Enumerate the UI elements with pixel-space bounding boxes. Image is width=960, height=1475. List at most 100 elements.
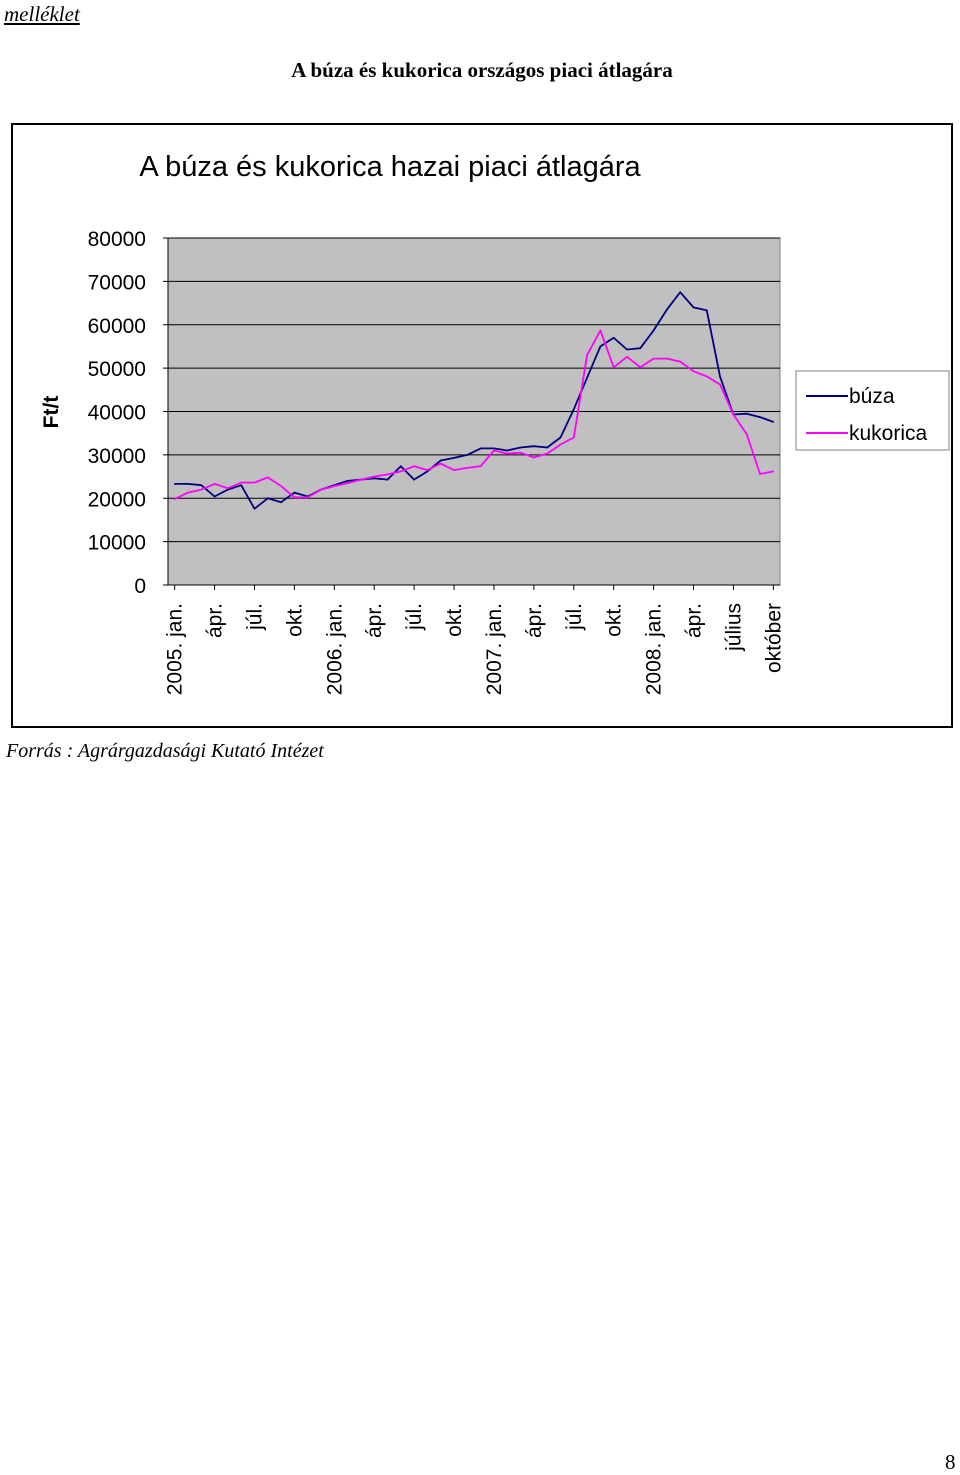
data-point <box>519 446 522 449</box>
data-point <box>559 436 562 439</box>
data-point <box>280 485 282 487</box>
data-point <box>692 306 695 309</box>
chart-title: A búza és kukorica hazai piaci átlagára <box>139 151 641 183</box>
data-point <box>293 491 296 494</box>
data-point <box>213 483 216 485</box>
y-tick-label: 10000 <box>88 532 146 555</box>
data-point <box>759 416 761 418</box>
data-point <box>373 477 376 480</box>
data-point <box>413 478 415 481</box>
legend-label: kukorica <box>849 422 928 445</box>
y-tick-label: 80000 <box>88 228 146 251</box>
x-tick-label: 2006. jan. <box>323 603 346 695</box>
data-point <box>599 345 602 348</box>
page-number: 8 <box>945 1450 956 1474</box>
data-point <box>546 446 548 449</box>
data-point <box>386 478 389 481</box>
data-point <box>360 478 362 481</box>
data-point <box>706 375 708 378</box>
y-tick-label: 70000 <box>88 271 146 294</box>
x-tick-label: ápr. <box>204 603 227 638</box>
series-line-kukorica <box>174 329 774 500</box>
line-chart: A búza és kukorica hazai piaci átlagára … <box>40 151 950 695</box>
data-point <box>439 459 442 462</box>
data-point <box>573 408 575 411</box>
data-point <box>692 370 695 372</box>
data-point <box>373 475 376 478</box>
data-point <box>227 488 229 491</box>
data-point <box>626 348 628 351</box>
data-point <box>187 491 189 494</box>
data-point <box>493 449 495 452</box>
x-tick-label: ápr. <box>683 603 706 638</box>
data-point <box>227 487 229 490</box>
data-point <box>533 456 535 459</box>
data-point <box>320 488 322 491</box>
series-line-buza <box>174 291 774 510</box>
y-tick-label: 50000 <box>88 358 146 381</box>
y-tick-label: 40000 <box>88 402 146 425</box>
legend: búza kukorica <box>795 370 950 451</box>
data-point <box>267 476 269 479</box>
data-point <box>479 447 482 450</box>
data-point <box>346 480 349 482</box>
data-point <box>732 413 735 416</box>
data-point <box>666 357 668 360</box>
data-point <box>173 483 176 485</box>
data-point <box>493 447 495 450</box>
data-point <box>466 467 469 469</box>
data-point <box>719 383 721 386</box>
data-point <box>745 433 748 435</box>
data-point <box>759 473 761 475</box>
data-point <box>213 495 216 498</box>
data-point <box>240 484 242 487</box>
x-tick-label: okt. <box>603 603 626 637</box>
data-point <box>253 481 256 484</box>
x-tick-label: július <box>722 603 745 652</box>
data-point <box>639 366 642 369</box>
data-point <box>679 291 681 293</box>
data-point <box>267 497 269 500</box>
data-point <box>413 465 415 468</box>
data-point <box>612 366 615 369</box>
data-point <box>400 470 402 473</box>
attachment-label: melléklet <box>4 2 80 26</box>
x-tick-label: okt. <box>443 603 466 637</box>
x-tick-label: 2005. jan. <box>164 603 187 695</box>
data-point <box>679 360 681 363</box>
data-point <box>453 469 455 471</box>
data-point <box>293 496 296 499</box>
data-point <box>253 507 256 510</box>
data-point <box>546 452 548 455</box>
data-point <box>586 376 588 379</box>
x-tick-label: júl. <box>403 603 426 631</box>
x-tick-label: ápr. <box>363 603 386 638</box>
x-tick-label: okt. <box>283 603 306 637</box>
data-point <box>200 488 203 491</box>
data-point <box>466 454 469 456</box>
data-point <box>280 501 282 504</box>
legend-label: búza <box>849 385 895 408</box>
x-tick-label: júl. <box>243 603 266 631</box>
data-point <box>306 496 309 499</box>
data-point <box>586 354 588 356</box>
data-point <box>479 465 482 468</box>
data-point <box>346 482 349 484</box>
data-point <box>187 483 189 485</box>
data-point <box>639 347 642 349</box>
data-point <box>573 436 575 439</box>
data-point <box>519 451 522 454</box>
x-tick-label: október <box>762 603 785 673</box>
data-point <box>719 376 721 378</box>
legend-box <box>795 370 950 451</box>
data-point <box>240 481 242 484</box>
data-point <box>706 309 708 312</box>
data-point <box>200 484 203 487</box>
data-point <box>612 337 615 339</box>
x-tick-label: 2007. jan. <box>483 603 506 695</box>
data-point <box>745 412 748 415</box>
x-tick-label: júl. <box>563 603 586 631</box>
data-point <box>772 421 775 423</box>
source-note: Forrás : Agrárgazdasági Kutató Intézet <box>6 740 324 762</box>
data-point <box>426 469 429 471</box>
